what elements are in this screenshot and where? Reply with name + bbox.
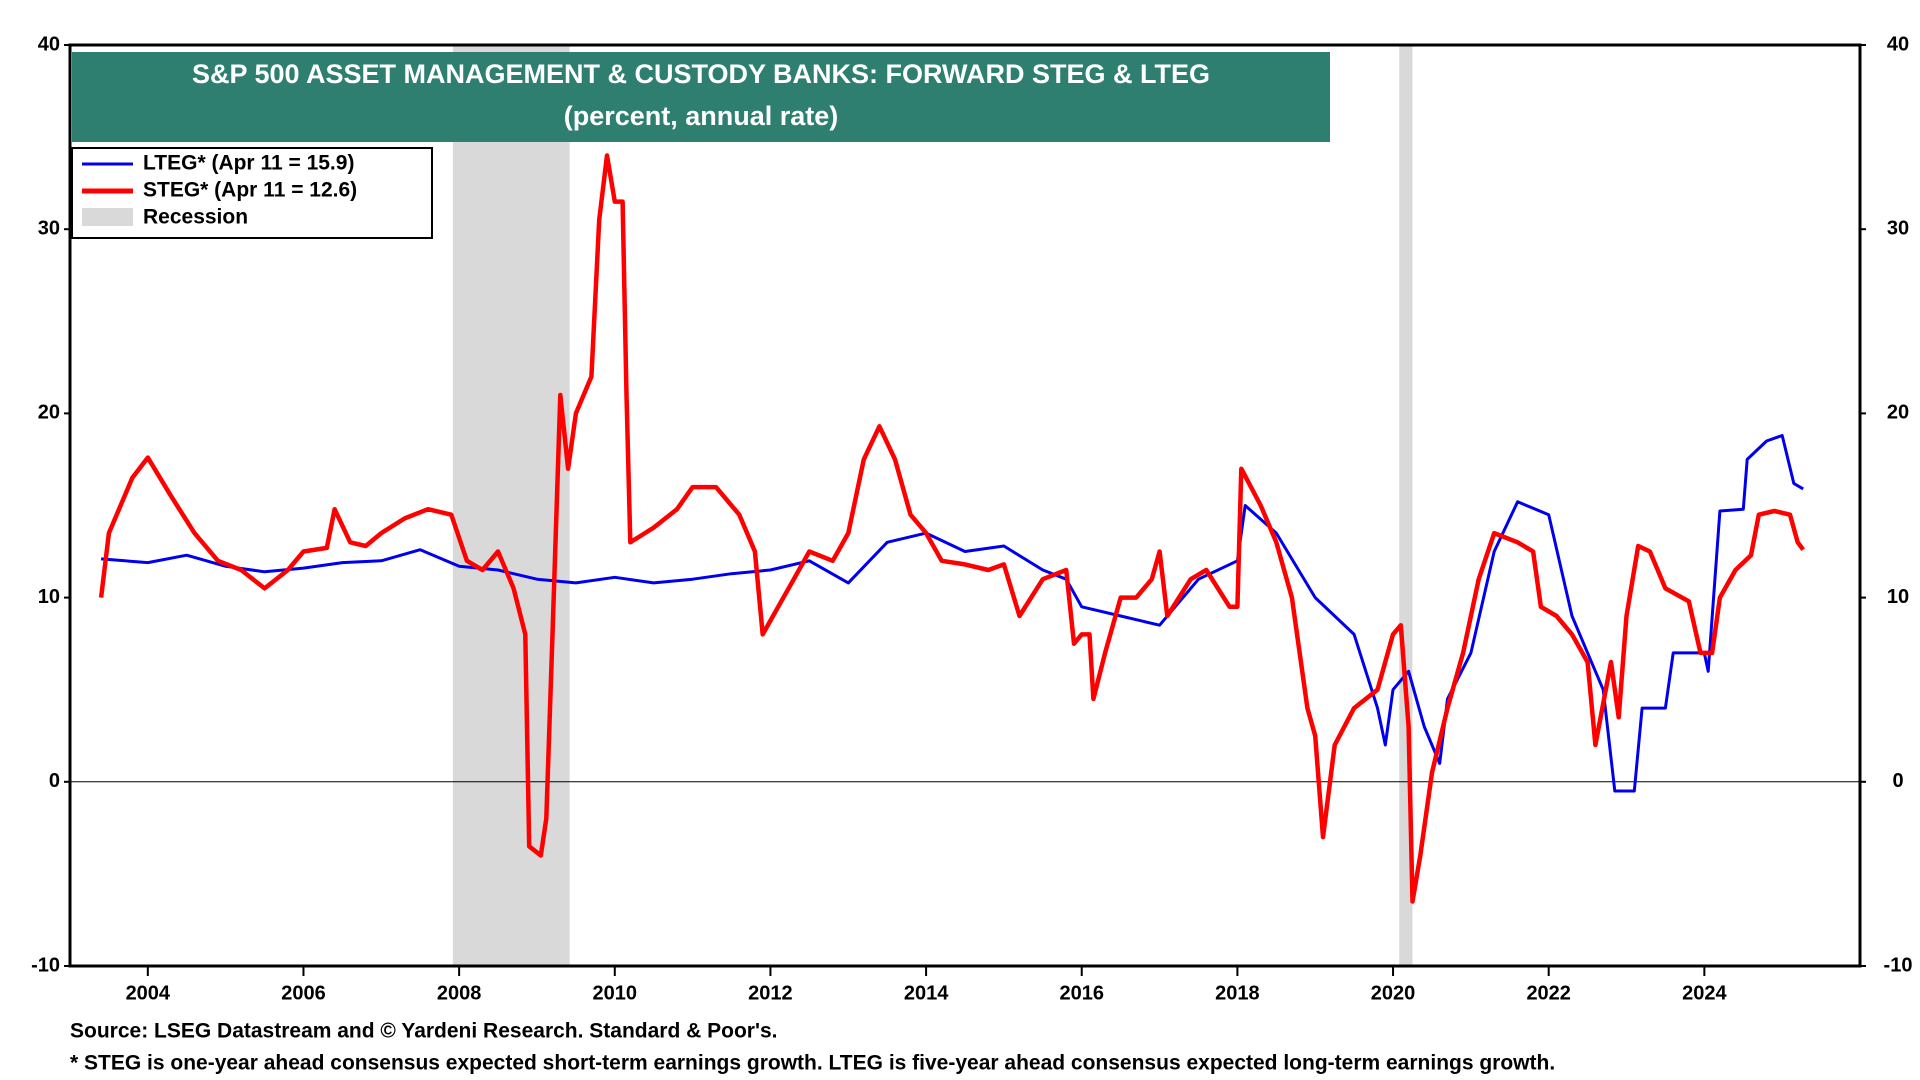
y2-tick-label: 40 (1887, 33, 1909, 55)
x-tick-label: 2020 (1371, 982, 1416, 1004)
y-tick-label: 30 (38, 217, 60, 239)
chart-subtitle: (percent, annual rate) (564, 101, 839, 131)
chart-title: S&P 500 ASSET MANAGEMENT & CUSTODY BANKS… (192, 59, 1210, 89)
y2-tick-label: -10 (1884, 954, 1913, 976)
x-tick-label: 2018 (1215, 982, 1260, 1004)
y2-tick-label: 30 (1887, 217, 1909, 239)
x-tick-label: 2008 (437, 982, 482, 1004)
x-tick-label: 2022 (1526, 982, 1571, 1004)
x-tick-label: 2024 (1682, 982, 1727, 1004)
title-box (72, 52, 1330, 142)
y2-tick-label: 10 (1887, 586, 1909, 608)
plot-frame (68, 43, 1862, 968)
legend-label: STEG* (Apr 11 = 12.6) (143, 179, 357, 202)
legend-label: Recession (143, 206, 248, 229)
series-line (100, 434, 1804, 793)
recession-band (452, 45, 570, 966)
x-tick-label: 2012 (748, 982, 793, 1004)
x-tick-label: 2014 (904, 982, 949, 1004)
y-tick-label: 10 (38, 586, 60, 608)
y-tick-label: 20 (38, 402, 60, 424)
y-tick-label: 0 (49, 770, 60, 792)
y2-tick-label: 20 (1887, 402, 1909, 424)
footnote: * STEG is one-year ahead consensus expec… (70, 1052, 1555, 1075)
series-line (98, 153, 1806, 904)
legend-swatch (82, 208, 133, 226)
x-tick-label: 2010 (593, 982, 638, 1004)
legend-label: LTEG* (Apr 11 = 15.9) (143, 152, 354, 175)
x-tick-label: 2016 (1059, 982, 1104, 1004)
source-note: Source: LSEG Datastream and © Yardeni Re… (70, 1020, 777, 1043)
y2-tick-label: 0 (1892, 770, 1903, 792)
legend: LTEG* (Apr 11 = 15.9) STEG* (Apr 11 = 12.… (71, 147, 433, 239)
y-tick-label: -10 (31, 954, 60, 976)
x-tick-label: 2004 (126, 982, 171, 1004)
y-tick-label: 40 (38, 33, 60, 55)
x-tick-label: 2006 (281, 982, 326, 1004)
